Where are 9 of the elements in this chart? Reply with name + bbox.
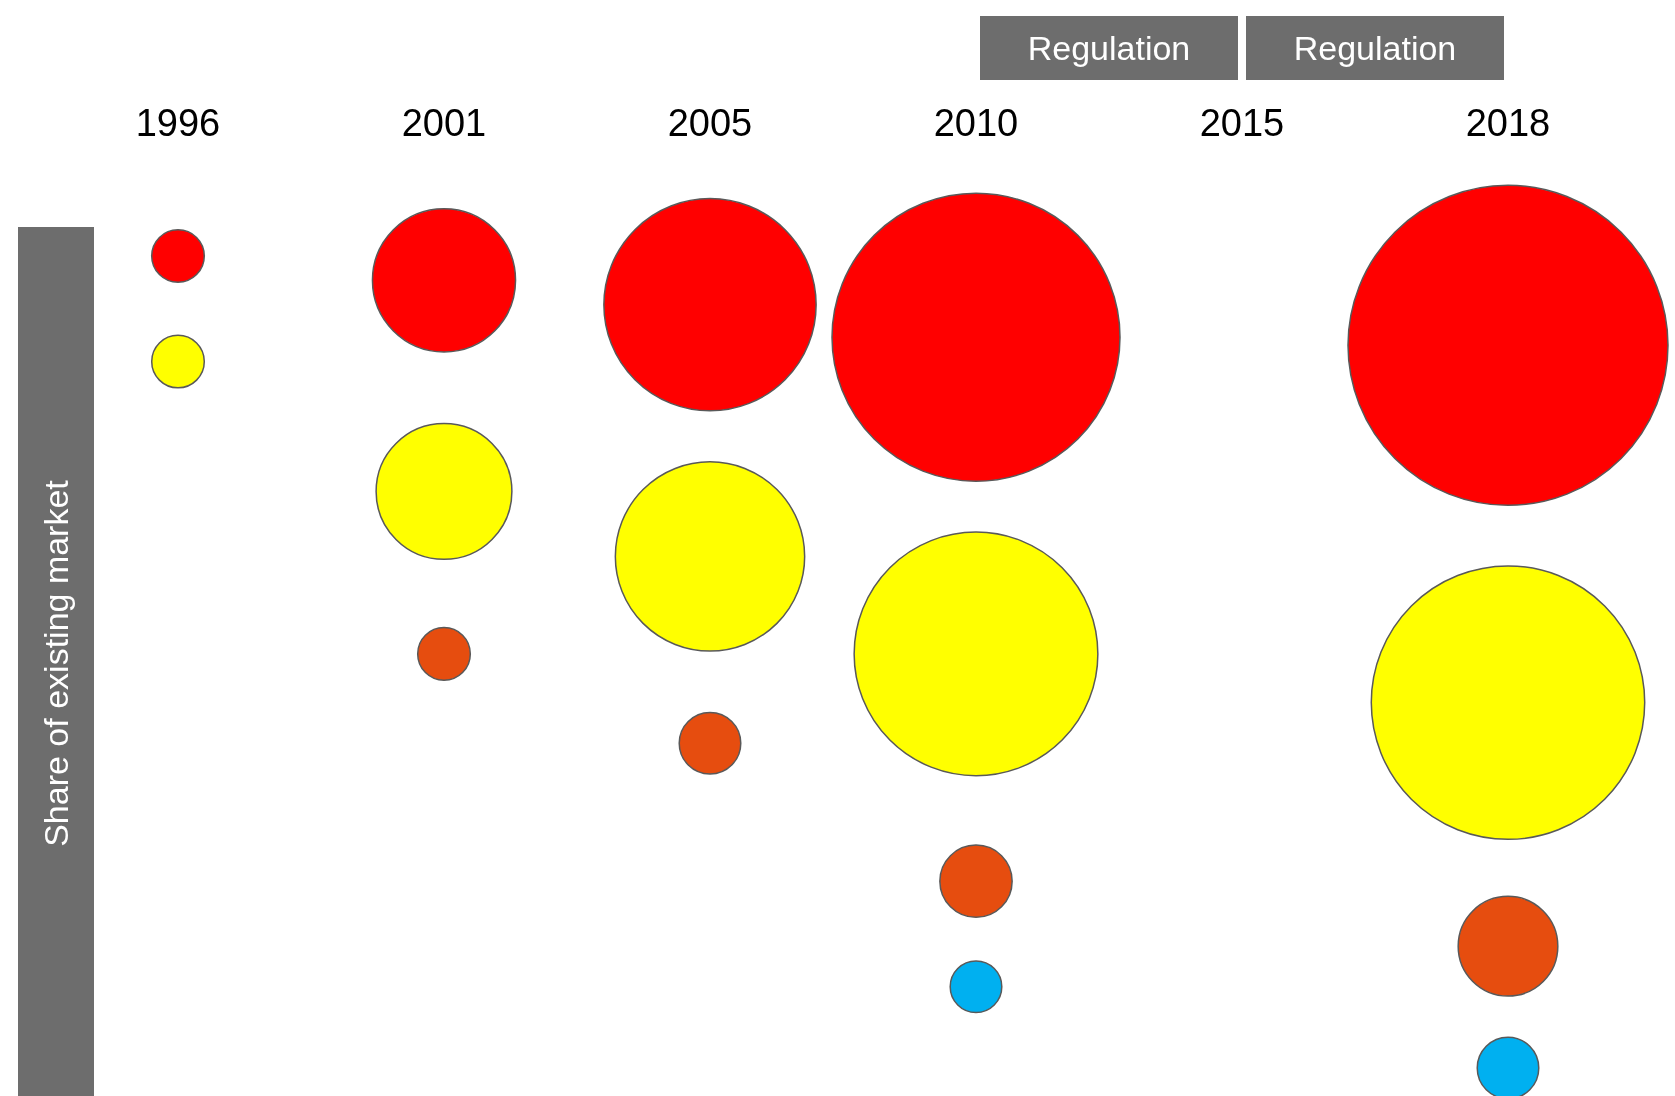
x-tick-label: 2015 bbox=[1199, 102, 1285, 144]
y-axis-title: Share of existing market bbox=[37, 479, 75, 847]
text: Regulation bbox=[1027, 29, 1191, 67]
x-tick-label: 2010 bbox=[933, 102, 1019, 144]
x-tick-label: 1996 bbox=[135, 102, 221, 144]
text: Regulation bbox=[1293, 29, 1457, 67]
x-tick-label: 2005 bbox=[667, 102, 753, 144]
x-tick-label: 2018 bbox=[1465, 102, 1551, 144]
x-tick-label: 2001 bbox=[401, 102, 487, 144]
